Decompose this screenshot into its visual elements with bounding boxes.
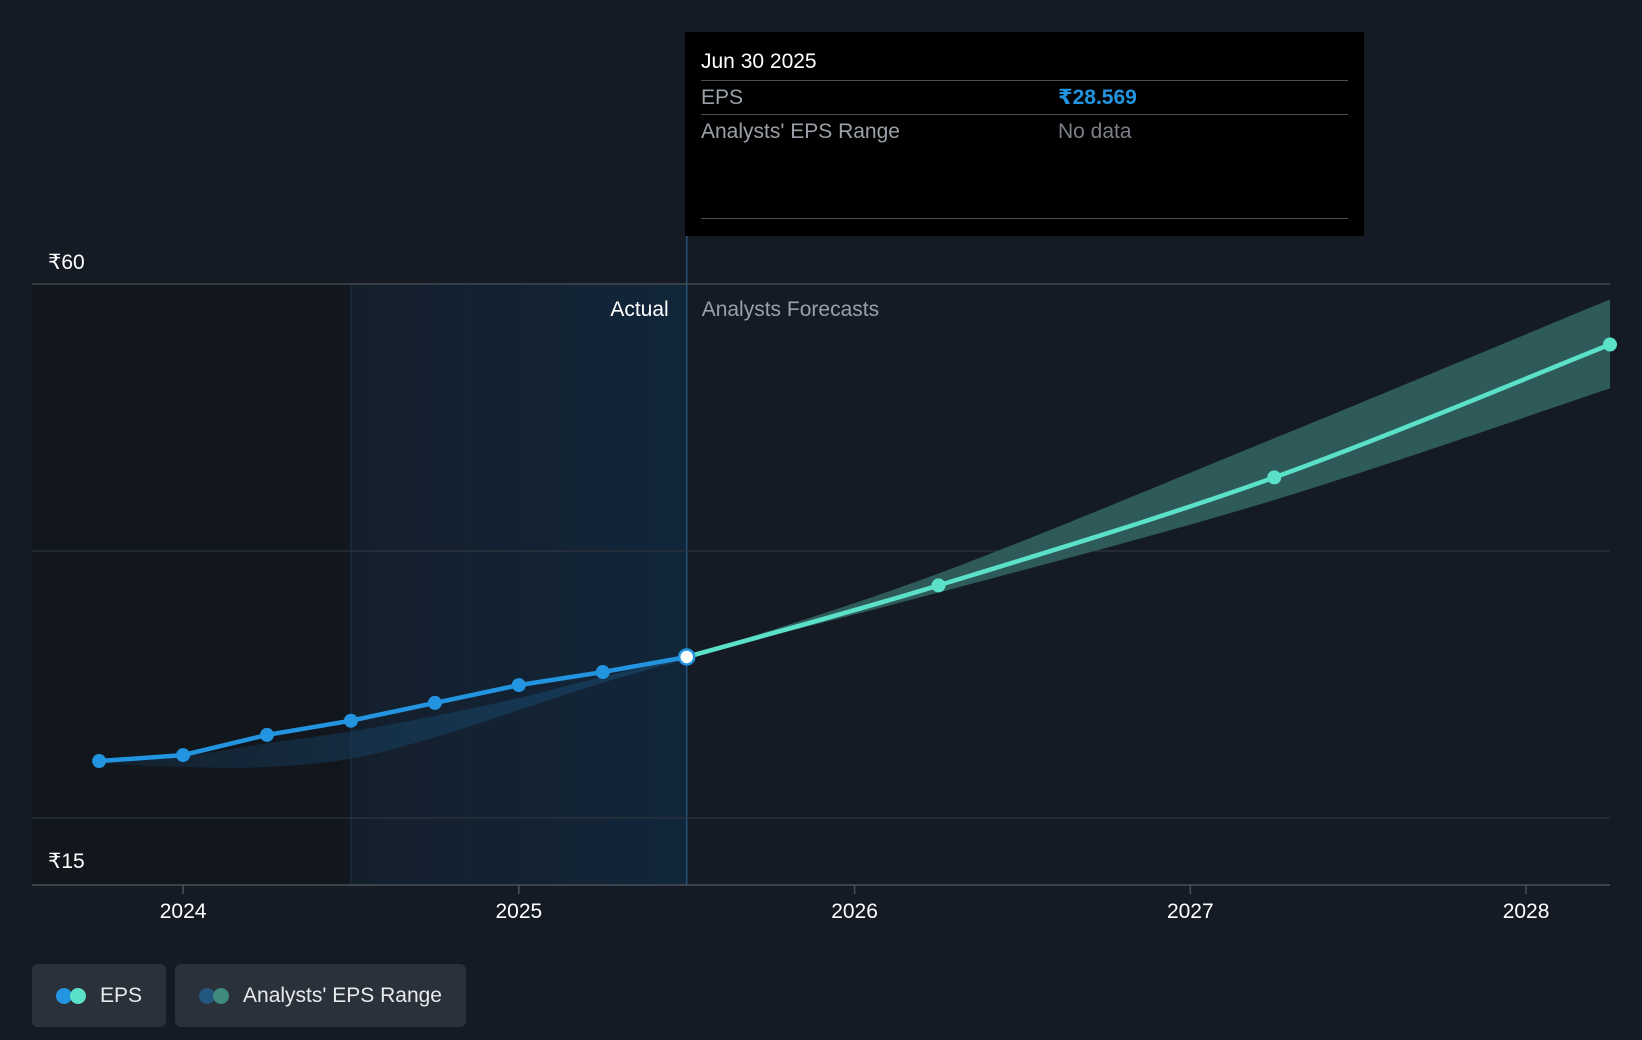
hover-tooltip: Jun 30 2025 EPS ₹28.569 Analysts' EPS Ra… — [685, 32, 1364, 236]
range-band-layer — [99, 299, 1610, 768]
tooltip-range-value: No data — [1058, 120, 1132, 143]
pre-highlight-region — [32, 284, 351, 885]
x-tick-label: 2028 — [1503, 900, 1550, 923]
actual-eps-point — [511, 678, 526, 693]
tooltip-eps-label: EPS — [701, 86, 744, 109]
legend-eps-swatch-icon — [56, 987, 86, 1005]
legend-item-eps[interactable]: EPS — [32, 964, 167, 1027]
legend-eps-label: EPS — [100, 983, 143, 1007]
actual-eps-point — [595, 665, 610, 680]
series-point-layer — [92, 337, 1617, 769]
grid-layer — [32, 283, 1610, 894]
x-tick-label: 2025 — [495, 900, 542, 923]
forecast-eps-line — [684, 342, 1613, 660]
tooltip-range-row: Analysts' EPS Range No data — [701, 114, 1348, 148]
forecast-eps-point — [1603, 337, 1617, 352]
actual-eps-point — [176, 748, 191, 763]
section-label-actual: Actual — [610, 298, 668, 321]
label-layer: ₹60 ₹15 2024 2025 2026 2027 2028 Actual Analysts… — [48, 251, 1549, 923]
y-tick-label-bottom: ₹15 — [48, 850, 85, 873]
y-tick-label-top: ₹60 — [48, 251, 85, 274]
x-tick-label: 2026 — [831, 900, 878, 923]
chart-legend: EPS Analysts' EPS Range — [32, 964, 466, 1027]
actual-eps-range-band — [99, 656, 687, 768]
legend-item-eps-range[interactable]: Analysts' EPS Range — [175, 964, 466, 1027]
legend-range-label: Analysts' EPS Range — [243, 983, 442, 1007]
forecast-eps-point — [931, 578, 946, 593]
actual-eps-point — [427, 695, 442, 710]
actual-highlight-region — [350, 284, 687, 885]
chart-background-layer — [32, 236, 688, 885]
forecast-eps-range-band — [686, 299, 1610, 657]
forecast-eps-point — [1267, 470, 1282, 485]
series-line-layer — [96, 342, 1613, 764]
tooltip-date: Jun 30 2025 — [701, 50, 817, 73]
tooltip-range-label: Analysts' EPS Range — [701, 120, 900, 143]
current-eps-point — [677, 648, 696, 666]
actual-eps-point — [343, 713, 358, 728]
section-label-forecast: Analysts Forecasts — [702, 298, 879, 321]
tooltip-divider — [701, 218, 1348, 219]
x-tick-label: 2024 — [160, 900, 207, 923]
legend-range-swatch-icon — [199, 987, 230, 1005]
tooltip-eps-row: EPS ₹28.569 — [701, 80, 1348, 114]
x-tick-label: 2027 — [1167, 900, 1214, 923]
actual-eps-point — [260, 727, 275, 742]
actual-eps-line — [96, 654, 689, 764]
actual-eps-point — [92, 754, 107, 769]
tooltip-eps-value: ₹28.569 — [1058, 86, 1137, 109]
